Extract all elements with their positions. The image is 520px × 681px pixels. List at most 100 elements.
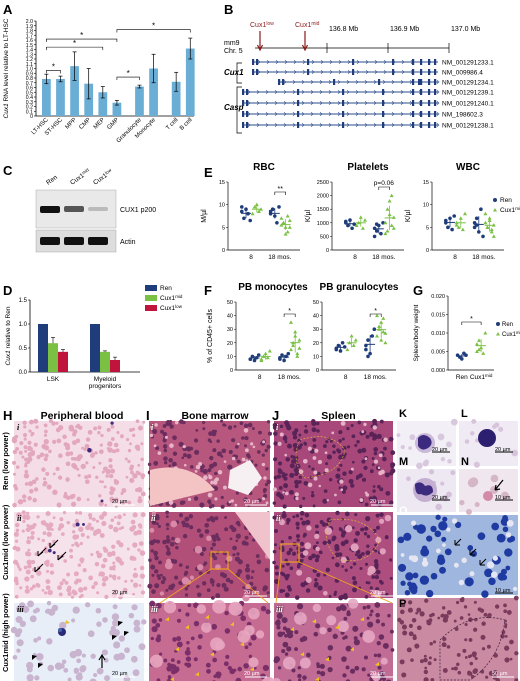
j-iii-tile-cell — [353, 636, 358, 641]
h-i-tile-cell — [42, 480, 48, 486]
b-strand-arrow — [265, 122, 269, 128]
e0-point-ren — [268, 209, 273, 214]
i-ii-tile-cell — [224, 527, 229, 532]
h-i-tile-cell — [32, 497, 37, 503]
b-exon — [378, 79, 381, 85]
e2-point-cux1mid — [483, 211, 488, 216]
i-i-tile-cell — [163, 456, 168, 461]
h-ii-tile-cell — [100, 563, 106, 569]
j-ii-tile-cell — [287, 587, 292, 592]
b-exon — [418, 79, 421, 85]
p-tile-cell — [480, 634, 486, 640]
b-strand-arrow — [320, 59, 324, 65]
scale-p: 50 µm — [492, 671, 508, 677]
j-i-tile-cell — [310, 493, 315, 498]
j-iii-tile-cell — [296, 603, 304, 610]
b-strand-arrow — [346, 100, 350, 106]
j-ii-tile-cell — [272, 549, 277, 554]
h-i-tile-cell — [87, 429, 93, 435]
f1-point-cux1mid — [383, 340, 388, 345]
j-i-tile-cell — [357, 448, 363, 454]
c-band-label-cux1: CUX1 p200 — [120, 207, 156, 214]
j-iii-tile-cell — [370, 609, 374, 613]
f0-point-cux1mid — [267, 348, 272, 353]
b-strand-arrow — [328, 89, 332, 95]
j-ii-tile-cell — [354, 553, 358, 557]
j-ii-tile-cell — [299, 541, 305, 546]
b-mb-label: 136.9 Mb — [390, 26, 419, 33]
a-ytick-label: 1.4 — [26, 48, 33, 54]
j-iii-tile-cell — [281, 617, 288, 624]
j-i-tile-cell — [284, 440, 288, 444]
b-exon — [382, 122, 385, 128]
i-i-tile-cell — [208, 463, 215, 469]
b-strand-arrow — [337, 111, 341, 117]
h-i-tile-cell — [21, 455, 25, 459]
h-ii-tile-cell — [71, 530, 76, 534]
h-ii-tile-cell — [45, 579, 51, 584]
j-ii-tile-cell — [312, 554, 316, 558]
i-i-tile-cell — [147, 462, 152, 467]
i-i-tile-cell — [189, 465, 194, 469]
i-iii-tile-cell — [213, 674, 217, 679]
b-exon — [242, 89, 245, 95]
i-ii-tile-cell — [246, 588, 251, 592]
i-ii-tile-cell — [181, 577, 190, 585]
j-i-tile-cell — [382, 456, 387, 462]
h-i-tile-cell — [94, 451, 98, 455]
i-iii-tile-cell — [235, 677, 242, 681]
j-i-tile-cell — [377, 466, 381, 470]
h-ii-tile-cell — [59, 517, 64, 522]
b-strand-arrow — [283, 89, 287, 95]
h-i-tile-cell — [138, 496, 142, 500]
o-tile-cell — [451, 518, 458, 524]
h-i-tile-cell — [56, 502, 62, 508]
j-ii-tile-cell — [301, 520, 307, 526]
h-i-tile-cell — [95, 475, 99, 479]
j-ii-tile-cell — [289, 566, 294, 571]
o-tile-cell — [464, 577, 474, 587]
p-tile-cell — [401, 624, 407, 630]
j-i-tile-cell — [272, 487, 277, 492]
h-ii-tile-cell — [36, 570, 42, 576]
h-iii-tile-cell — [141, 619, 147, 625]
h-iii-tile-cell — [131, 604, 138, 611]
j-i-tile-cell — [376, 433, 382, 439]
j-ii-tile-cell — [384, 514, 392, 522]
h-i-tile-cell — [19, 441, 24, 446]
g-ytick-label: 0.000 — [431, 368, 445, 374]
b-strand-arrow — [373, 122, 377, 128]
p-tile-cell — [504, 619, 507, 623]
i-ii-tile-cell — [158, 560, 162, 565]
j-i-tile-cell — [303, 480, 309, 486]
j-ii-tile-cell — [349, 566, 353, 569]
h-ii-tile-cell — [102, 557, 108, 563]
e0-ytick-label: 15 — [219, 180, 225, 186]
i-ii-tile-cell — [245, 563, 250, 568]
i-i-tile-cell — [235, 491, 239, 495]
h-ii-tile-cell — [133, 567, 137, 571]
b-bracket-casp — [236, 86, 242, 134]
p-tile-cell — [504, 635, 508, 638]
i-i-tile-cell — [244, 435, 249, 441]
h-ii-tile-cell — [26, 539, 31, 545]
i-ii-tile-cell — [151, 573, 155, 577]
i-iii-tile-cell — [228, 601, 243, 616]
f-xtick-label: 18 mos. — [364, 374, 387, 381]
p-tile-cell — [401, 603, 406, 608]
h-i-tile-cell — [28, 429, 32, 433]
b-exon — [412, 89, 415, 95]
g-legend-ren-marker — [496, 322, 500, 326]
j-i-tile-cell — [373, 459, 379, 464]
b-strand-arrow — [364, 79, 368, 85]
m-tile-cell — [428, 469, 435, 475]
o-tile-cell — [421, 560, 429, 567]
h-ii-tile-cell — [120, 525, 125, 530]
i-i-tile-cell — [241, 436, 245, 440]
j-i-tile-cell — [338, 454, 344, 460]
h-i-tile — [11, 418, 146, 508]
i-i-tile-cell — [210, 480, 214, 485]
k-tile-cell — [409, 434, 416, 441]
a-bar — [42, 78, 51, 116]
